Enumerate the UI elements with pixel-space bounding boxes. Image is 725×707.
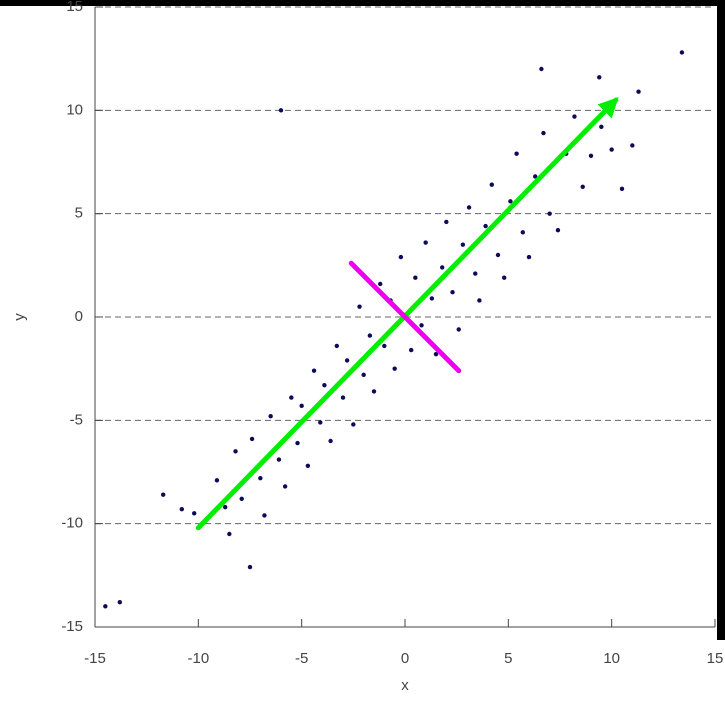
point bbox=[508, 199, 513, 204]
point bbox=[398, 254, 404, 260]
point bbox=[466, 205, 472, 210]
x-tick-label: 10 bbox=[603, 650, 620, 667]
point bbox=[450, 290, 455, 295]
point bbox=[351, 422, 356, 427]
point bbox=[555, 228, 561, 233]
point bbox=[473, 271, 478, 276]
point bbox=[214, 478, 220, 483]
point bbox=[305, 463, 311, 468]
point bbox=[340, 395, 346, 400]
arrow bbox=[348, 260, 462, 374]
x-tick-label: -10 bbox=[187, 650, 209, 667]
point bbox=[247, 564, 253, 570]
point bbox=[572, 114, 577, 119]
point bbox=[328, 438, 333, 444]
point bbox=[541, 130, 546, 136]
point bbox=[502, 275, 507, 280]
point bbox=[233, 449, 238, 454]
point bbox=[679, 50, 685, 55]
point bbox=[526, 254, 532, 260]
point bbox=[249, 436, 255, 442]
point bbox=[276, 457, 282, 462]
point bbox=[367, 333, 373, 338]
point bbox=[223, 504, 228, 510]
point bbox=[597, 75, 602, 80]
point bbox=[318, 420, 323, 425]
point bbox=[378, 281, 383, 287]
point bbox=[533, 174, 538, 179]
point bbox=[344, 358, 350, 363]
y-tick-label: 10 bbox=[66, 101, 83, 118]
point bbox=[440, 265, 445, 270]
point bbox=[423, 240, 428, 245]
point bbox=[334, 343, 339, 349]
arrow bbox=[195, 97, 619, 531]
point bbox=[580, 184, 585, 189]
point bbox=[311, 368, 317, 373]
frame bbox=[0, 0, 725, 6]
point bbox=[456, 327, 461, 332]
point bbox=[239, 496, 244, 502]
point bbox=[495, 252, 501, 258]
point bbox=[514, 151, 519, 156]
y-tick-label: -10 bbox=[61, 515, 83, 532]
y-tick-label: -5 bbox=[70, 411, 83, 428]
x-tick-label: 0 bbox=[401, 650, 409, 667]
x-tick-label: 15 bbox=[707, 650, 724, 667]
point bbox=[489, 182, 494, 187]
x-axis-label: x bbox=[401, 677, 409, 694]
point bbox=[630, 143, 635, 148]
point bbox=[371, 389, 377, 394]
y-tick-label: -15 bbox=[61, 618, 83, 635]
point bbox=[483, 223, 488, 229]
point bbox=[588, 153, 594, 158]
frame bbox=[717, 0, 725, 640]
point bbox=[539, 66, 544, 72]
point bbox=[444, 219, 449, 225]
point bbox=[361, 372, 366, 378]
point bbox=[117, 600, 123, 605]
point bbox=[619, 186, 625, 192]
x-tick-label: -5 bbox=[295, 650, 308, 667]
point bbox=[357, 304, 362, 309]
point bbox=[179, 507, 184, 512]
y-tick-label: 15 bbox=[66, 0, 83, 15]
point bbox=[599, 124, 604, 130]
point bbox=[268, 414, 273, 419]
point bbox=[636, 89, 641, 94]
point bbox=[382, 343, 387, 349]
point bbox=[477, 298, 482, 303]
point bbox=[322, 383, 327, 388]
point bbox=[429, 296, 435, 301]
point bbox=[258, 476, 263, 481]
point bbox=[289, 395, 294, 400]
point bbox=[547, 211, 552, 216]
point bbox=[609, 147, 614, 152]
y-tick-label: 5 bbox=[75, 205, 83, 222]
point bbox=[520, 230, 525, 235]
point bbox=[282, 484, 288, 489]
point bbox=[460, 242, 466, 247]
y-axis-label: y bbox=[11, 313, 28, 321]
point bbox=[295, 440, 300, 446]
point bbox=[227, 531, 232, 537]
point bbox=[433, 352, 439, 357]
point bbox=[161, 492, 166, 497]
point bbox=[413, 275, 418, 280]
point bbox=[419, 323, 424, 328]
point bbox=[262, 513, 267, 518]
x-tick-label: 5 bbox=[504, 650, 512, 667]
point bbox=[409, 347, 414, 353]
point bbox=[192, 511, 197, 516]
point bbox=[392, 366, 397, 371]
point bbox=[299, 403, 304, 409]
x-tick-label: -15 bbox=[84, 650, 106, 667]
point bbox=[103, 604, 108, 609]
y-tick-label: 0 bbox=[75, 308, 83, 325]
point bbox=[278, 108, 284, 113]
